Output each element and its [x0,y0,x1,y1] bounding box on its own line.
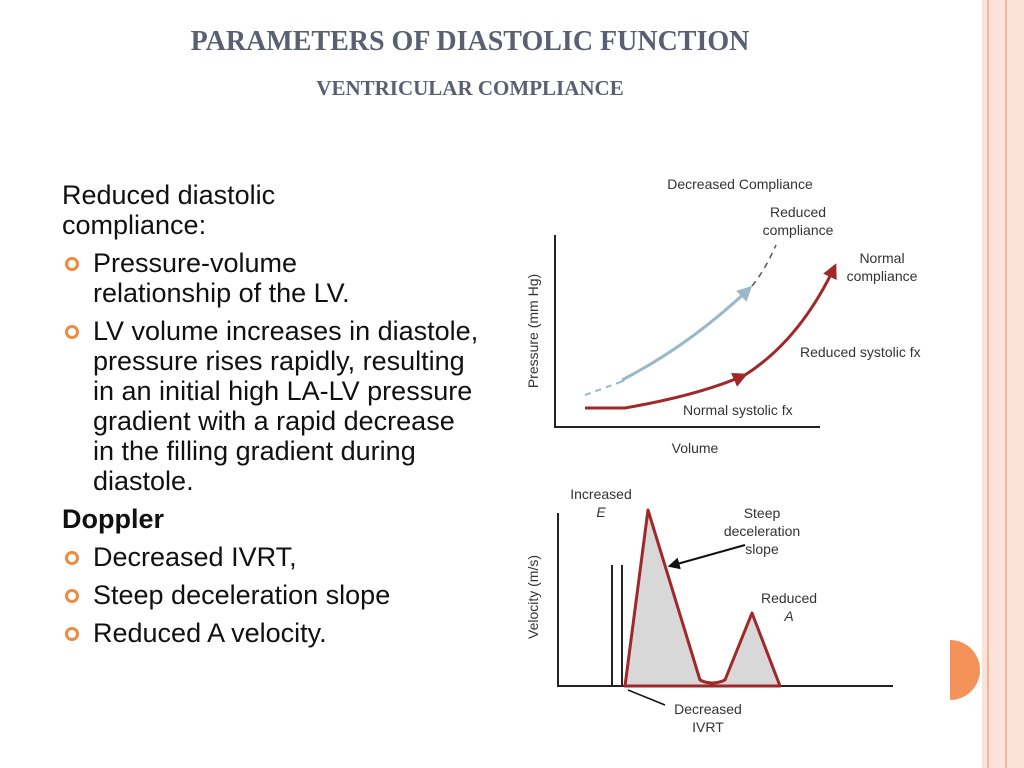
y-label: Velocity (m/s) [525,555,541,639]
label: compliance [763,222,834,238]
label: compliance [847,268,918,284]
label: Reduced systolic fx [800,344,921,360]
label: E [596,504,606,520]
curve [751,244,777,287]
decor-circle [950,640,980,700]
curve [584,379,627,396]
label: Decreased [674,701,742,717]
label: slope [745,541,779,557]
text-body: Reduced diastolic compliance: Pressure-v… [62,180,482,648]
pointer [627,689,666,706]
label: Normal systolic fx [683,402,793,418]
label: deceleration [724,523,800,539]
y-label: Pressure (mm Hg) [525,274,541,388]
slide-subtitle: VENTRICULAR COMPLIANCE [316,76,624,100]
label: Reduced [770,204,826,220]
doppler-figure: Increased E Steep deceleration slope Red… [525,486,893,735]
bullet: Pressure-volume relationship of the LV. [62,248,363,308]
label: Normal [859,250,904,266]
pointer [667,544,746,570]
label: A [783,608,793,624]
label: Reduced [761,590,817,606]
section-heading: Doppler [62,504,165,534]
label: IVRT [692,719,724,735]
bullet: Reduced A velocity. [62,618,482,648]
compliance-figure: Decreased Compliance Reduced compliance … [525,176,921,456]
curve [744,263,837,377]
axes [554,235,820,428]
flow-profile [623,508,782,688]
curve [585,373,748,410]
x-label: Volume [672,440,719,456]
bullet: LV volume increases in diastole, pressur… [62,316,483,496]
figure-title: Decreased Compliance [667,176,813,192]
bullet: Decreased IVRT, [62,542,482,572]
curve [621,285,753,382]
slide-title: PARAMETERS OF DIASTOLIC FUNCTION [190,26,750,57]
bullet: Steep deceleration slope [62,580,482,610]
label: Steep [744,505,781,521]
label: Increased [570,486,631,502]
intro: Reduced diastolic compliance: [62,180,276,240]
